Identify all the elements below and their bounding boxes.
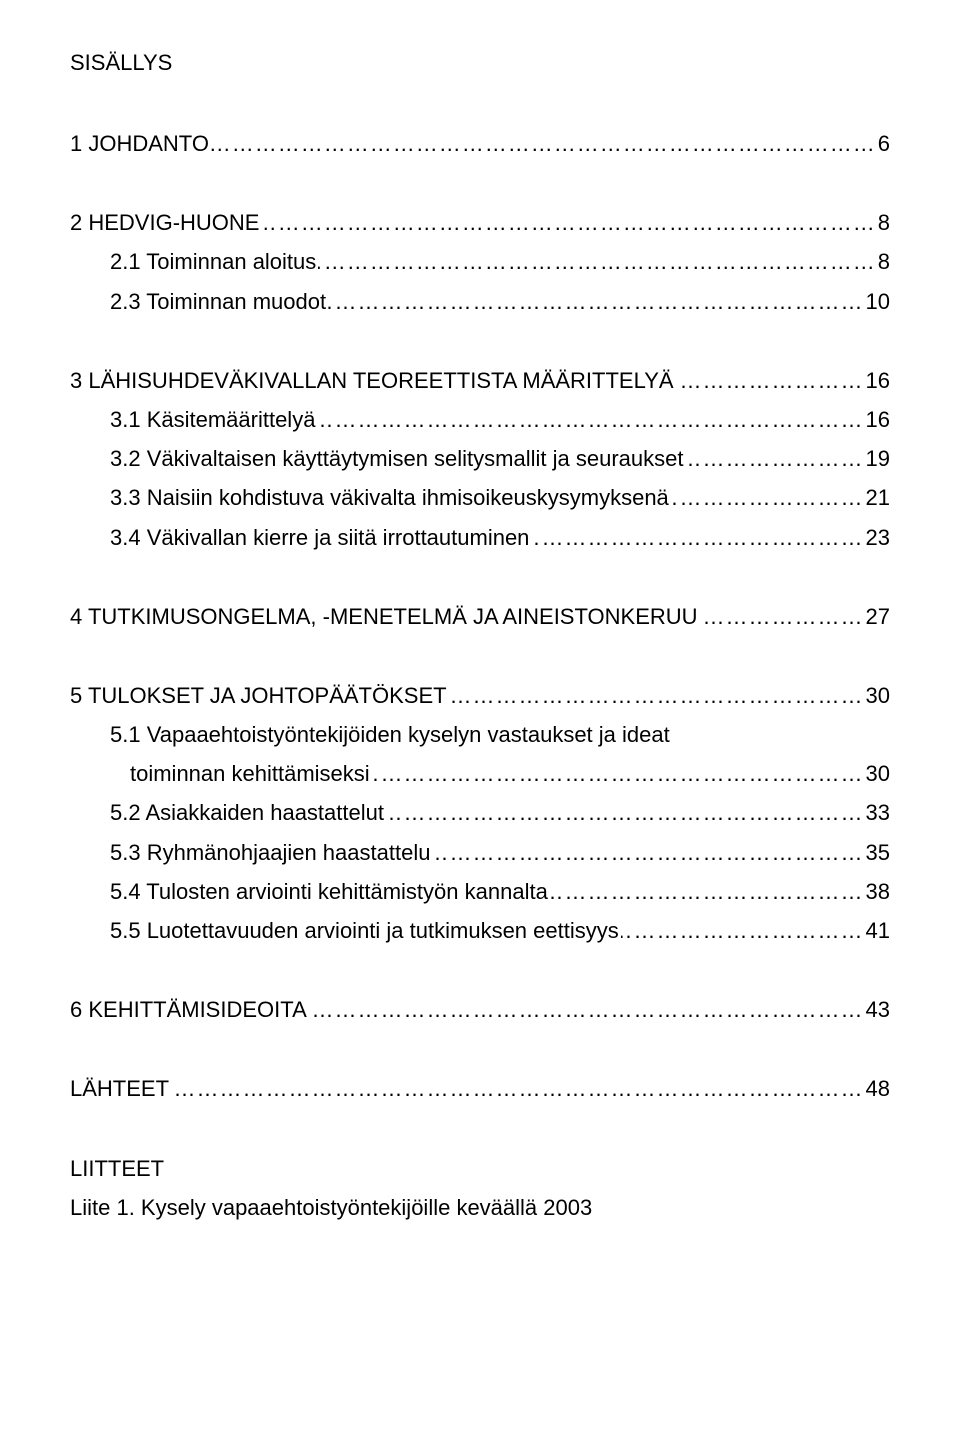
- toc-entry-label: LÄHTEET: [70, 1071, 169, 1106]
- toc-entry: 5.1 Vapaaehtoistyöntekijöiden kyselyn va…: [70, 717, 890, 752]
- toc-entry-label: 2.3 Toiminnan muodot: [110, 284, 326, 319]
- toc-gap: [70, 1111, 890, 1151]
- toc-entry: 2.3 Toiminnan muodot 10: [70, 284, 890, 319]
- toc-entry-label: 3 LÄHISUHDEVÄKIVALLAN TEOREETTISTA MÄÄRI…: [70, 363, 674, 398]
- toc-entry-page: 16: [866, 363, 890, 398]
- toc-entry-label: 5.4 Tulosten arviointi kehittämistyön ka…: [110, 874, 548, 909]
- toc-entry: 3.2 Väkivaltaisen käyttäytymisen selitys…: [70, 441, 890, 476]
- toc-gap: [70, 1031, 890, 1071]
- toc-page: SISÄLLYS 1 JOHDANTO62 HEDVIG-HUONE82.1 T…: [0, 0, 960, 1431]
- toc-leader-dots: [171, 1071, 863, 1106]
- toc-leader-dots: [449, 678, 864, 713]
- toc-entry: toiminnan kehittämiseksi 30: [70, 756, 890, 791]
- toc-entry-page: 30: [866, 678, 890, 713]
- toc-entry: 3.3 Naisiin kohdistuva väkivalta ihmisoi…: [70, 480, 890, 515]
- toc-leader-dots: [531, 520, 863, 555]
- toc-entry-page: 6: [878, 126, 890, 161]
- toc-entry-page: 8: [878, 205, 890, 240]
- toc-entry-label: LIITTEET: [70, 1151, 164, 1186]
- toc-entry-label: 3.3 Naisiin kohdistuva väkivalta ihmisoi…: [110, 480, 669, 515]
- toc-gap: [70, 559, 890, 599]
- toc-entry: 5.3 Ryhmänohjaajien haastattelu 35: [70, 835, 890, 870]
- toc-entry-label: 5 TULOKSET JA JOHTOPÄÄTÖKSET: [70, 678, 447, 713]
- toc-leader-dots: [671, 480, 864, 515]
- toc-entry-page: 23: [866, 520, 890, 555]
- toc-entry-page: 27: [866, 599, 890, 634]
- toc-leader-dots: [372, 756, 864, 791]
- toc-entry-page: 21: [866, 480, 890, 515]
- toc-title: SISÄLLYS: [70, 50, 890, 76]
- toc-entry: LIITTEET: [70, 1151, 890, 1186]
- toc-entry-label: 5.1 Vapaaehtoistyöntekijöiden kyselyn va…: [110, 717, 670, 752]
- toc-leader-dots: [621, 913, 864, 948]
- toc-entry: 3 LÄHISUHDEVÄKIVALLAN TEOREETTISTA MÄÄRI…: [70, 363, 890, 398]
- toc-entry: LÄHTEET 48: [70, 1071, 890, 1106]
- toc-entry-label: 3.4 Väkivallan kierre ja siitä irrottaut…: [110, 520, 529, 555]
- toc-leader-dots: [261, 205, 875, 240]
- toc-entry: 5 TULOKSET JA JOHTOPÄÄTÖKSET 30: [70, 678, 890, 713]
- toc-body: 1 JOHDANTO62 HEDVIG-HUONE82.1 Toiminnan …: [70, 126, 890, 1225]
- toc-entry-label: 5.5 Luotettavuuden arviointi ja tutkimuk…: [110, 913, 619, 948]
- toc-entry: 2.1 Toiminnan aloitus 8: [70, 244, 890, 279]
- toc-entry-page: 16: [866, 402, 890, 437]
- toc-leader-dots: [309, 992, 864, 1027]
- toc-entry: 1 JOHDANTO 6: [70, 126, 890, 161]
- toc-entry-page: 48: [866, 1071, 890, 1106]
- toc-gap: [70, 638, 890, 678]
- toc-leader-dots: [432, 835, 863, 870]
- toc-entry-page: 41: [866, 913, 890, 948]
- toc-entry-page: 43: [866, 992, 890, 1027]
- toc-entry-label: 2.1 Toiminnan aloitus: [110, 244, 316, 279]
- toc-entry-page: 8: [878, 244, 890, 279]
- toc-leader-dots: [317, 402, 863, 437]
- toc-gap: [70, 952, 890, 992]
- toc-entry: 3.4 Väkivallan kierre ja siitä irrottaut…: [70, 520, 890, 555]
- toc-leader-dots: [328, 284, 863, 319]
- toc-entry: 5.5 Luotettavuuden arviointi ja tutkimuk…: [70, 913, 890, 948]
- toc-entry-label: 6 KEHITTÄMISIDEOITA: [70, 992, 307, 1027]
- toc-entry: 5.4 Tulosten arviointi kehittämistyön ka…: [70, 874, 890, 909]
- toc-entry: Liite 1. Kysely vapaaehtoistyöntekijöill…: [70, 1190, 890, 1225]
- toc-entry-page: 30: [866, 756, 890, 791]
- toc-entry: 4 TUTKIMUSONGELMA, -MENETELMÄ JA AINEIST…: [70, 599, 890, 634]
- toc-entry-label: 3.1 Käsitemäärittelyä: [110, 402, 315, 437]
- toc-entry: 2 HEDVIG-HUONE 8: [70, 205, 890, 240]
- toc-gap: [70, 165, 890, 205]
- toc-entry-label: 5.2 Asiakkaiden haastattelut: [110, 795, 384, 830]
- toc-leader-dots: [700, 599, 864, 634]
- toc-entry: 6 KEHITTÄMISIDEOITA 43: [70, 992, 890, 1027]
- toc-entry-label: 5.3 Ryhmänohjaajien haastattelu: [110, 835, 430, 870]
- toc-entry: 5.2 Asiakkaiden haastattelut 33: [70, 795, 890, 830]
- toc-entry-label: Liite 1. Kysely vapaaehtoistyöntekijöill…: [70, 1190, 592, 1225]
- toc-entry-label: toiminnan kehittämiseksi: [130, 756, 370, 791]
- toc-leader-dots: [676, 363, 864, 398]
- toc-entry-label: 4 TUTKIMUSONGELMA, -MENETELMÄ JA AINEIST…: [70, 599, 698, 634]
- toc-entry-label: 1 JOHDANTO: [70, 126, 209, 161]
- toc-gap: [70, 323, 890, 363]
- toc-entry-label: 2 HEDVIG-HUONE: [70, 205, 259, 240]
- toc-leader-dots: [318, 244, 875, 279]
- toc-leader-dots: [550, 874, 864, 909]
- toc-entry-page: 33: [866, 795, 890, 830]
- toc-leader-dots: [685, 441, 863, 476]
- toc-leader-dots: [386, 795, 864, 830]
- toc-entry: 3.1 Käsitemäärittelyä 16: [70, 402, 890, 437]
- toc-entry-label: 3.2 Väkivaltaisen käyttäytymisen selitys…: [110, 441, 683, 476]
- toc-leader-dots: [211, 126, 876, 161]
- toc-entry-page: 19: [866, 441, 890, 476]
- toc-entry-page: 35: [866, 835, 890, 870]
- toc-entry-page: 38: [866, 874, 890, 909]
- toc-entry-page: 10: [866, 284, 890, 319]
